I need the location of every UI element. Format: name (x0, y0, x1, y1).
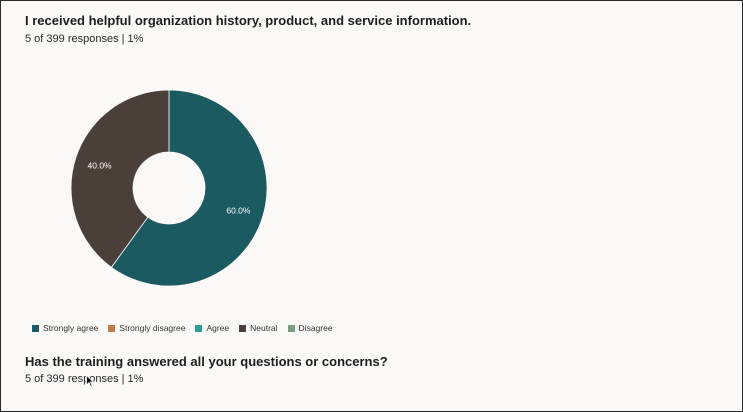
slice-label: 60.0% (226, 206, 251, 216)
legend-swatch (239, 324, 247, 332)
legend-item-disagree[interactable]: Disagree (287, 323, 333, 333)
legend-item-strongly-agree[interactable]: Strongly agree (32, 323, 98, 333)
legend-item-neutral[interactable]: Neutral (239, 323, 278, 333)
question-title: Has the training answered all your quest… (25, 354, 388, 369)
legend-label: Agree (206, 323, 230, 333)
legend-swatch (195, 324, 203, 332)
legend-label: Neutral (250, 323, 278, 333)
question-title: I received helpful organization history,… (25, 13, 472, 28)
legend-swatch (287, 324, 295, 332)
legend-item-agree[interactable]: Agree (195, 323, 229, 333)
response-count: 5 of 399 responses | 1% (25, 33, 144, 45)
chart-legend: Strongly agree Strongly disagree Agree Neut… (32, 323, 333, 333)
legend-swatch (32, 324, 39, 332)
slice-label: 40.0% (88, 160, 113, 170)
legend-label: Strongly disagree (119, 323, 186, 333)
legend-label: Disagree (298, 323, 333, 333)
response-count: 5 of 399 responses | 1% (25, 373, 144, 385)
donut-slice-strongly-agree[interactable] (110, 89, 268, 287)
donut-slice-neutral[interactable] (70, 89, 170, 268)
legend-label: Strongly agree (43, 323, 99, 333)
legend-swatch (108, 324, 116, 332)
mouse-pointer-icon (86, 375, 94, 387)
legend-item-strongly-disagree[interactable]: Strongly disagree (108, 323, 185, 333)
